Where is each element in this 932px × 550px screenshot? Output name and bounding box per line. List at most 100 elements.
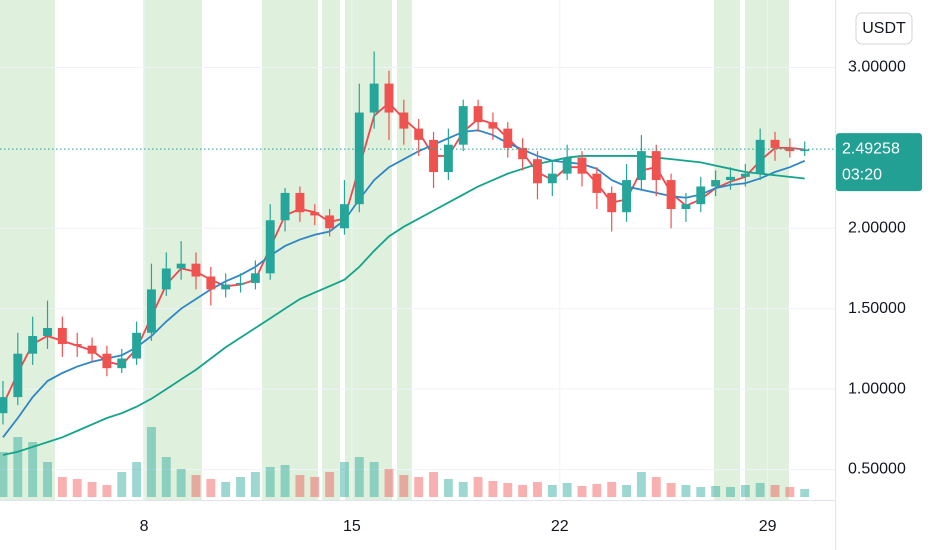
volume-bar bbox=[503, 483, 513, 497]
last-price-box bbox=[836, 133, 922, 192]
x-tick-label: 8 bbox=[140, 518, 149, 535]
session-highlight bbox=[0, 0, 55, 500]
volume-bar bbox=[72, 479, 82, 497]
volume-bar bbox=[414, 477, 424, 497]
candle-body bbox=[265, 220, 275, 274]
candle-body bbox=[785, 147, 795, 152]
candle-layer bbox=[0, 51, 810, 425]
candle-body bbox=[339, 204, 349, 229]
x-tick-label: 22 bbox=[551, 518, 569, 535]
candle-body bbox=[755, 139, 765, 174]
volume-bar bbox=[681, 485, 691, 497]
volume-bar bbox=[800, 489, 810, 497]
candle-body bbox=[280, 192, 290, 221]
volume-bar bbox=[696, 487, 706, 497]
candle-body bbox=[518, 147, 528, 160]
volume-bar bbox=[443, 479, 453, 497]
candle-body bbox=[72, 344, 82, 346]
volume-bar bbox=[221, 482, 231, 497]
volume-bar bbox=[236, 477, 245, 497]
volume-bar bbox=[132, 462, 142, 497]
candle-body bbox=[577, 157, 587, 174]
candle-body bbox=[13, 353, 23, 398]
volume-bar bbox=[666, 483, 676, 497]
volume-bar bbox=[206, 479, 216, 497]
volume-bar bbox=[547, 485, 557, 497]
volume-bar bbox=[102, 485, 112, 497]
currency-label[interactable]: USDT bbox=[862, 20, 906, 37]
candle-body bbox=[206, 276, 216, 290]
candle-body bbox=[250, 273, 260, 283]
volume-bar bbox=[429, 472, 438, 497]
candle-body bbox=[592, 173, 602, 193]
currency-button[interactable] bbox=[855, 12, 913, 45]
volume-bar bbox=[622, 485, 632, 497]
candle-body bbox=[740, 173, 750, 177]
volume-bar bbox=[310, 477, 320, 497]
y-tick-label: 3.00000 bbox=[848, 59, 906, 76]
volume-bar bbox=[117, 472, 127, 497]
volume-bar bbox=[533, 482, 542, 497]
countdown-label: 03:20 bbox=[842, 166, 882, 183]
last-price-label: 2.49258 bbox=[842, 140, 900, 157]
session-highlight bbox=[745, 0, 789, 500]
candle-body bbox=[176, 263, 186, 269]
candle-body bbox=[369, 83, 379, 113]
candle-body bbox=[636, 151, 646, 181]
volume-bar bbox=[740, 485, 750, 497]
volume-bar bbox=[176, 469, 186, 497]
volume-bar bbox=[518, 485, 528, 497]
candle-body bbox=[503, 128, 513, 148]
candle-body bbox=[666, 180, 676, 210]
candle-body bbox=[622, 180, 632, 213]
volume-bar bbox=[651, 477, 661, 497]
volume-bar bbox=[43, 462, 52, 497]
volume-bar bbox=[354, 457, 364, 497]
volume-bar bbox=[399, 475, 409, 497]
volume-bar bbox=[785, 487, 795, 497]
candle-body bbox=[651, 151, 661, 181]
candle-body bbox=[57, 327, 67, 345]
candle-body bbox=[354, 112, 364, 205]
candle-body bbox=[87, 345, 97, 354]
candle-body bbox=[325, 215, 335, 229]
volume-bar bbox=[265, 467, 275, 497]
candle-body bbox=[414, 128, 424, 140]
y-tick-label: 2.00000 bbox=[848, 220, 906, 237]
moving-average-line bbox=[2, 155, 805, 456]
candle-body bbox=[102, 353, 112, 369]
session-highlight bbox=[397, 0, 412, 500]
candle-body bbox=[117, 358, 127, 369]
volume-bar bbox=[28, 442, 38, 497]
volume-bar bbox=[191, 475, 201, 497]
volume-bar bbox=[161, 457, 171, 497]
volume-bar bbox=[726, 487, 735, 497]
candle-body bbox=[161, 268, 171, 290]
candle-body bbox=[443, 144, 453, 173]
session-highlight bbox=[345, 0, 392, 500]
session-highlight bbox=[713, 0, 740, 500]
volume-bar bbox=[13, 437, 23, 497]
candle-body bbox=[43, 327, 52, 337]
volume-bar bbox=[280, 465, 290, 497]
y-tick-label: 1.50000 bbox=[848, 300, 906, 317]
y-tick-label: 0.50000 bbox=[848, 461, 906, 478]
candle-body bbox=[547, 173, 557, 184]
candle-body bbox=[726, 176, 735, 181]
candle-body bbox=[562, 157, 572, 174]
y-tick-label: 1.00000 bbox=[848, 380, 906, 397]
volume-bar bbox=[473, 477, 483, 497]
candle-body bbox=[473, 106, 483, 123]
candle-body bbox=[458, 106, 468, 145]
volume-bar bbox=[384, 469, 394, 497]
candle-body bbox=[696, 186, 706, 205]
volume-bar bbox=[146, 427, 156, 497]
volume-bar bbox=[369, 462, 379, 497]
candle-body bbox=[800, 149, 810, 152]
candle-body bbox=[399, 112, 409, 129]
candle-body bbox=[384, 83, 394, 113]
volume-bar bbox=[755, 483, 765, 497]
volume-bar bbox=[57, 477, 67, 497]
candle-body bbox=[295, 192, 305, 213]
axis-layer: 0.50000 1.00000 1.50000 2.00000 3.00000 8 15 22… bbox=[0, 59, 922, 535]
